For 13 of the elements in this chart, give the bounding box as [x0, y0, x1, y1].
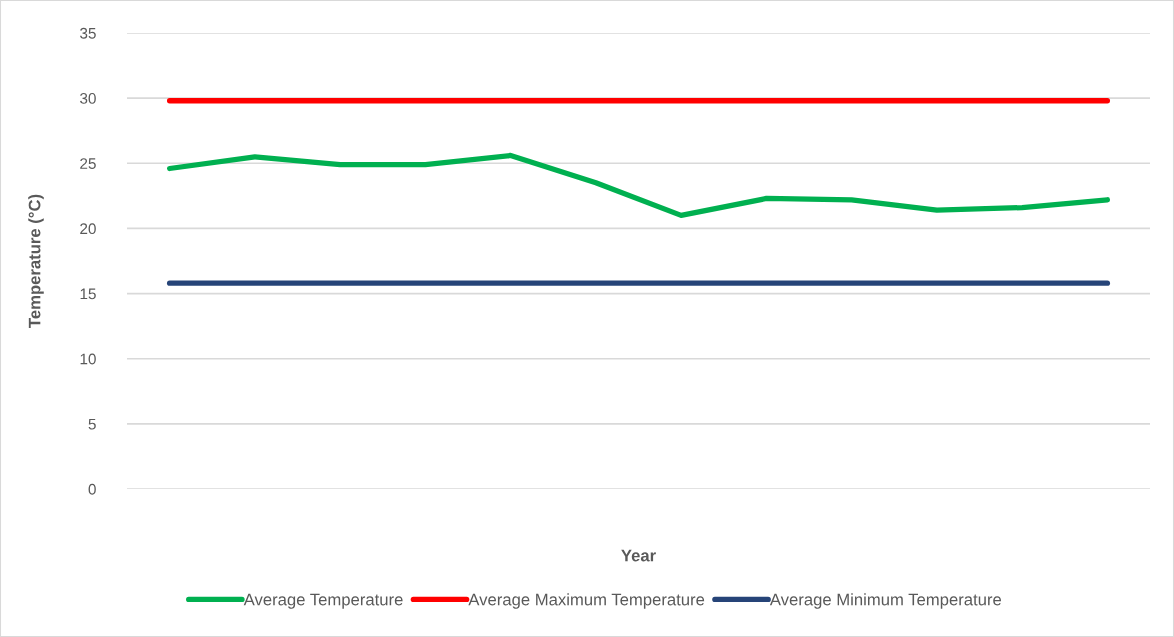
y-tick-label: 35 — [80, 27, 96, 39]
y-tick-label: 0 — [88, 483, 96, 495]
y-tick-label: 10 — [80, 353, 96, 365]
y-tick-label: 15 — [80, 288, 96, 300]
y-axis-title: Temperature (°C) — [28, 194, 44, 328]
y-tick-label: 30 — [80, 93, 96, 104]
legend-label: Average Maximum Temperature — [468, 593, 705, 609]
y-tick-label: 25 — [80, 158, 96, 169]
y-tick-label: 20 — [80, 223, 96, 235]
legend-label: Average Temperature — [243, 593, 403, 609]
x-axis-title: Year — [621, 549, 656, 562]
y-tick-label: 5 — [88, 418, 96, 430]
legend-label: Average Minimum Temperature — [769, 593, 1002, 609]
